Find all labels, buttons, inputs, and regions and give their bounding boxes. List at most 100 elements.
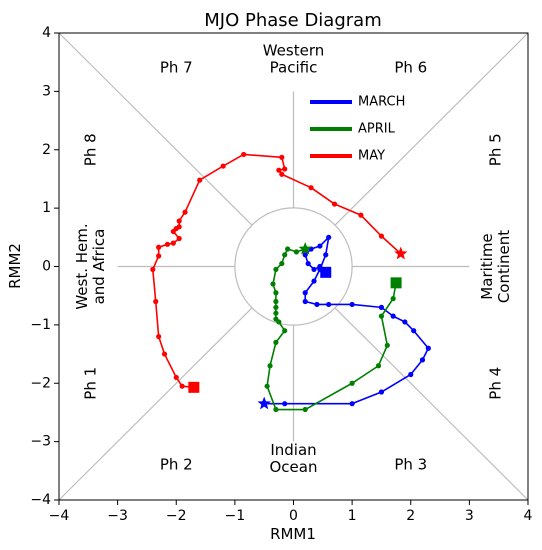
start-star-marker	[257, 396, 271, 410]
data-point	[349, 380, 355, 386]
y-axis-title: RMM2	[6, 243, 24, 289]
x-tick-label: 4	[524, 508, 533, 524]
series-layer	[150, 151, 431, 413]
data-point	[267, 363, 273, 369]
data-point	[276, 319, 282, 325]
axes: −4 −3 −2 −1 0 1 2 3 4 −4 −3 −2 −1 0 1 2 3 4	[30, 25, 532, 524]
data-point	[302, 406, 308, 413]
data-point	[273, 310, 279, 316]
region-label-group: Maritime Continent	[478, 230, 513, 303]
data-point	[390, 296, 396, 302]
data-point	[311, 266, 317, 273]
data-point	[273, 298, 279, 305]
y-tick-label: −2	[30, 375, 51, 391]
data-point	[170, 228, 176, 235]
phase-boundary-line	[334, 307, 529, 501]
phase-label: Ph 8	[82, 133, 100, 166]
phase-label: Ph 6	[394, 59, 427, 77]
y-tick-label: 1	[42, 200, 51, 216]
data-point	[273, 266, 279, 273]
data-point	[279, 171, 285, 177]
data-point	[425, 345, 431, 351]
x-tick-label: 0	[289, 508, 298, 524]
region-label-line: Pacific	[270, 58, 318, 76]
start-star-marker	[394, 246, 408, 260]
legend-label-april: APRIL	[358, 122, 396, 137]
data-point	[197, 177, 203, 183]
data-point	[349, 401, 355, 407]
data-point	[273, 406, 279, 413]
data-point	[279, 260, 285, 267]
data-point	[156, 333, 162, 340]
x-tick-label: −4	[49, 508, 70, 524]
data-point	[276, 167, 282, 173]
start-star-marker	[298, 241, 312, 255]
unit-circle	[234, 207, 353, 326]
y-tick-label: 0	[42, 259, 51, 275]
y-tick-label: −4	[30, 492, 51, 508]
y-tick-label: −1	[30, 317, 51, 333]
y-tick-label: −3	[30, 434, 51, 450]
data-point	[402, 319, 408, 325]
data-point	[285, 246, 291, 252]
y-tick-label: 4	[42, 25, 51, 41]
data-point	[314, 301, 320, 308]
data-point	[308, 185, 314, 191]
data-point	[179, 383, 185, 389]
region-label-line: Ocean	[270, 458, 318, 476]
data-point	[378, 313, 385, 319]
data-point	[293, 249, 300, 255]
data-point	[358, 212, 364, 218]
phase-label: Ph 4	[486, 367, 504, 400]
region-labels: Ph 1 Ph 2 Ph 3 Ph 4 Ph 5 Ph 6 Ph 7 Ph 8 WesternP…	[73, 41, 513, 476]
data-point	[282, 328, 288, 334]
x-tick-label: −2	[166, 508, 187, 524]
data-point	[282, 166, 288, 172]
data-point	[176, 235, 182, 242]
data-point	[156, 244, 162, 250]
data-point	[270, 281, 276, 287]
chart-title: MJO Phase Diagram	[204, 10, 381, 31]
data-point	[273, 304, 279, 310]
data-point	[273, 290, 279, 296]
phase-label: Ph 5	[486, 133, 504, 166]
data-point	[378, 389, 385, 395]
data-point	[220, 163, 226, 169]
data-point	[282, 252, 288, 258]
data-point	[156, 253, 162, 259]
legend-label-march: MARCH	[358, 95, 405, 110]
x-tick-label: 3	[465, 508, 474, 524]
series-march	[257, 234, 431, 410]
data-point	[411, 328, 417, 334]
data-point	[305, 260, 311, 267]
region-label-line: Indian	[270, 441, 316, 459]
data-point	[164, 241, 171, 247]
data-point	[302, 290, 308, 296]
data-point	[349, 301, 355, 308]
end-square-marker	[320, 266, 332, 278]
data-point	[408, 371, 414, 378]
data-point	[317, 243, 323, 249]
data-point	[150, 266, 156, 273]
data-point	[176, 218, 182, 224]
data-point	[173, 374, 179, 381]
data-point	[302, 252, 308, 258]
series-april	[264, 241, 402, 413]
data-point	[378, 233, 385, 239]
phase-boundary-line	[58, 32, 253, 226]
data-point	[378, 304, 385, 310]
data-point	[241, 151, 247, 158]
end-square-marker	[188, 381, 200, 393]
region-label-line: Western	[263, 41, 325, 59]
x-tick-label: 1	[348, 508, 357, 524]
data-point	[279, 154, 285, 160]
y-tick-label: 2	[42, 142, 51, 158]
region-label-line: Continent	[495, 230, 513, 303]
data-point	[326, 301, 332, 308]
data-point	[390, 313, 396, 319]
phase-grid	[58, 32, 529, 501]
data-point	[153, 298, 159, 305]
data-point	[311, 278, 317, 284]
